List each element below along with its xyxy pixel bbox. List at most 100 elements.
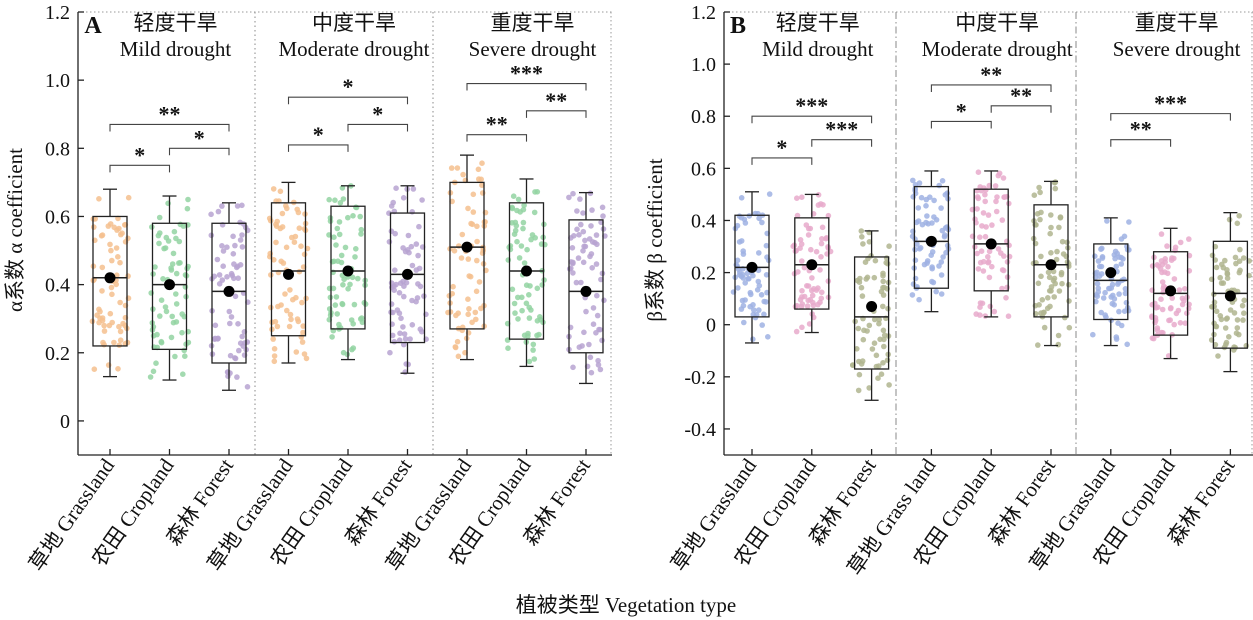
data-point	[215, 208, 222, 215]
data-point	[270, 336, 277, 342]
data-point	[1064, 239, 1070, 246]
data-point	[340, 282, 346, 288]
data-point	[208, 211, 214, 218]
data-point	[598, 276, 604, 283]
data-point	[1048, 224, 1054, 231]
data-point	[284, 205, 290, 212]
data-point	[942, 192, 949, 198]
data-point	[819, 236, 825, 242]
data-point	[738, 195, 745, 201]
y-axis-title: β系数 β coefficient	[643, 158, 667, 321]
data-point	[465, 296, 471, 303]
data-point	[858, 284, 865, 291]
data-point	[337, 325, 344, 331]
data-point	[237, 237, 244, 243]
group-title-zh: 轻度干旱	[776, 11, 860, 35]
data-point	[117, 299, 123, 306]
data-point	[909, 292, 916, 298]
data-point	[1241, 310, 1247, 317]
data-point	[993, 208, 1000, 215]
data-point	[580, 210, 586, 216]
data-point	[912, 275, 919, 282]
data-point	[393, 281, 399, 288]
data-point	[233, 264, 240, 271]
data-point	[332, 197, 338, 203]
data-point	[809, 275, 815, 281]
data-point	[738, 306, 745, 312]
data-point	[1051, 294, 1057, 300]
box-group-6	[1090, 217, 1132, 348]
data-point	[1215, 353, 1221, 359]
data-point	[806, 321, 813, 327]
data-point	[1003, 295, 1009, 301]
data-point	[339, 300, 346, 307]
data-point	[398, 315, 404, 322]
data-point	[465, 311, 472, 318]
data-point	[876, 316, 882, 323]
data-point	[333, 242, 339, 248]
data-point	[230, 251, 237, 257]
data-point	[809, 292, 816, 299]
data-point	[825, 212, 832, 219]
data-point	[977, 312, 983, 318]
data-point	[514, 238, 520, 245]
data-point	[277, 225, 284, 232]
data-point	[525, 333, 531, 339]
data-point	[1186, 236, 1192, 242]
y-tick-label: 0.2	[45, 343, 70, 365]
data-point	[470, 191, 477, 198]
data-point	[792, 303, 799, 310]
data-point	[161, 245, 167, 252]
data-point	[910, 194, 916, 200]
data-point	[296, 225, 303, 231]
data-point	[1111, 296, 1118, 302]
data-point	[866, 239, 873, 245]
significance-label: **	[545, 88, 567, 113]
data-point	[862, 259, 869, 266]
box-iqr	[151, 222, 188, 351]
group-title-zh: 重度干旱	[1135, 11, 1219, 35]
data-point	[985, 253, 991, 260]
data-point	[345, 214, 351, 221]
data-point	[170, 250, 177, 257]
data-point	[797, 245, 803, 251]
data-point	[801, 264, 808, 271]
data-point	[940, 254, 946, 260]
data-point	[536, 331, 542, 338]
data-point	[1213, 264, 1220, 271]
data-point	[805, 232, 812, 238]
data-point	[282, 291, 288, 297]
data-point	[1095, 289, 1102, 295]
data-point	[156, 214, 163, 221]
data-point	[403, 279, 410, 286]
box-iqr	[1033, 204, 1069, 318]
data-point	[1059, 238, 1066, 245]
data-point	[1035, 342, 1041, 348]
data-point	[244, 339, 251, 345]
significance-bracket	[751, 115, 873, 124]
data-point	[593, 232, 600, 238]
data-point	[1034, 211, 1041, 217]
box-iqr	[734, 214, 770, 318]
data-point	[512, 310, 518, 316]
data-point	[915, 205, 922, 211]
data-point	[974, 250, 980, 257]
significance-label: ***	[795, 93, 828, 118]
data-point	[125, 194, 132, 201]
data-point	[1093, 298, 1099, 305]
box-group-3	[909, 170, 952, 313]
data-point	[1094, 293, 1101, 300]
data-point	[329, 334, 335, 340]
data-point	[1005, 313, 1012, 320]
data-point	[1120, 256, 1126, 262]
data-point	[357, 213, 364, 220]
data-point	[473, 288, 480, 295]
data-point	[220, 263, 226, 270]
data-point	[403, 361, 410, 367]
y-tick-label: 0.2	[691, 263, 716, 285]
data-point	[566, 194, 572, 201]
data-point	[125, 235, 131, 242]
data-point	[340, 196, 347, 202]
data-point	[923, 203, 929, 209]
data-point	[283, 244, 290, 251]
